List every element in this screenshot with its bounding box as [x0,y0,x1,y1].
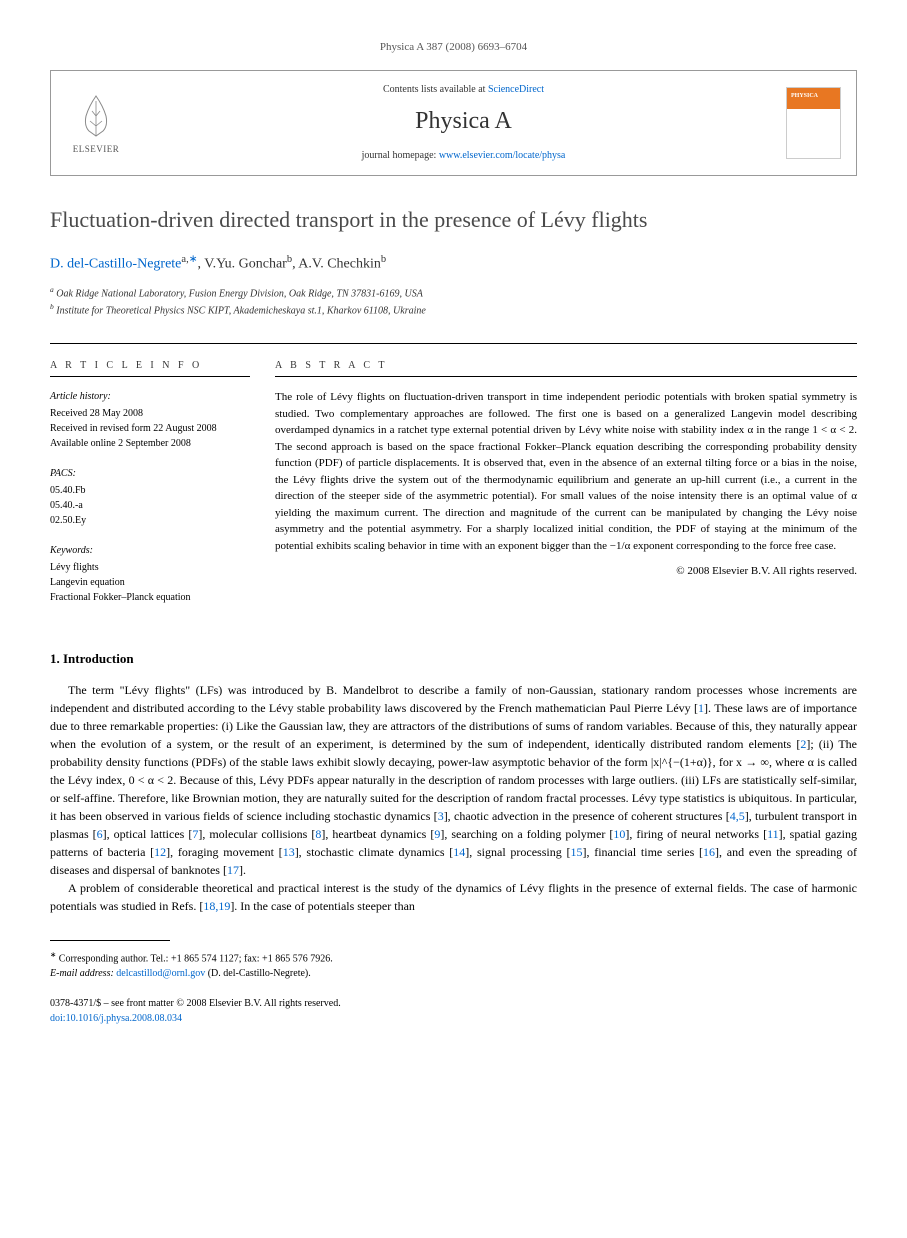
history-line-2: Available online 2 September 2008 [50,436,250,451]
abstract-column: A B S T R A C T The role of Lévy flights… [275,359,857,620]
corresponding-line: ∗ Corresponding author. Tel.: +1 865 574… [50,949,857,966]
elsevier-logo: ELSEVIER [66,88,126,158]
contents-prefix: Contents lists available at [383,84,488,95]
contents-line: Contents lists available at ScienceDirec… [141,83,786,97]
email-line: E-mail address: delcastillod@ornl.gov (D… [50,966,857,981]
abstract-text: The role of Lévy flights on fluctuation-… [275,389,857,554]
author-link-1[interactable]: D. del-Castillo-Negrete [50,256,181,271]
info-abstract-row: A R T I C L E I N F O Article history: R… [50,343,857,620]
corresponding-star[interactable]: ∗ [189,254,198,265]
pacs-2: 02.50.Ey [50,513,250,528]
affiliations: a Oak Ridge National Laboratory, Fusion … [50,284,857,319]
bottom-info: 0378-4371/$ – see front matter © 2008 El… [50,996,857,1026]
author-affil-b2: b [381,254,386,265]
ref-13[interactable]: 13 [283,845,295,859]
journal-cover-thumbnail [786,87,841,159]
ref-12[interactable]: 12 [154,845,166,859]
pacs-0: 05.40.Fb [50,483,250,498]
ref-16[interactable]: 16 [703,845,715,859]
abstract-copyright: © 2008 Elsevier B.V. All rights reserved… [275,564,857,579]
authors: D. del-Castillo-Negretea,∗, V.Yu. Goncha… [50,253,857,274]
article-title: Fluctuation-driven directed transport in… [50,206,857,235]
ref-15[interactable]: 15 [570,845,582,859]
history-line-0: Received 28 May 2008 [50,406,250,421]
keyword-0: Lévy flights [50,560,250,575]
author-2: , V.Yu. Gonchar [198,256,287,271]
pacs-block: PACS: 05.40.Fb 05.40.-a 02.50.Ey [50,466,250,528]
author-affil-a: a,∗ [181,254,197,265]
intro-para-2: A problem of considerable theoretical an… [50,879,857,915]
footnote-separator [50,940,170,941]
intro-para-1: The term "Lévy flights" (LFs) was introd… [50,681,857,879]
header-citation: Physica A 387 (2008) 6693–6704 [50,40,857,55]
article-history-block: Article history: Received 28 May 2008 Re… [50,389,250,451]
ref-4-5[interactable]: 4,5 [730,809,745,823]
journal-center: Contents lists available at ScienceDirec… [141,83,786,163]
email-link[interactable]: delcastillod@ornl.gov [116,968,205,979]
corresponding-footnote: ∗ Corresponding author. Tel.: +1 865 574… [50,949,857,981]
pacs-title: PACS: [50,466,250,481]
article-info-column: A R T I C L E I N F O Article history: R… [50,359,250,620]
keyword-2: Fractional Fokker–Planck equation [50,590,250,605]
ref-11[interactable]: 11 [767,827,779,841]
article-info-label: A R T I C L E I N F O [50,359,250,377]
abstract-label: A B S T R A C T [275,359,857,377]
journal-name: Physica A [141,105,786,139]
introduction-heading: 1. Introduction [50,650,857,668]
history-line-1: Received in revised form 22 August 2008 [50,421,250,436]
introduction-body: The term "Lévy flights" (LFs) was introd… [50,681,857,915]
sciencedirect-link[interactable]: ScienceDirect [488,84,544,95]
affiliation-b: b Institute for Theoretical Physics NSC … [50,301,857,318]
keywords-block: Keywords: Lévy flights Langevin equation… [50,543,250,605]
keyword-1: Langevin equation [50,575,250,590]
history-title: Article history: [50,389,250,404]
affiliation-a: a Oak Ridge National Laboratory, Fusion … [50,284,857,301]
elsevier-tree-icon [74,91,119,141]
journal-box: ELSEVIER Contents lists available at Sci… [50,70,857,176]
email-suffix: (D. del-Castillo-Negrete). [208,968,311,979]
author-3: , A.V. Chechkin [292,256,381,271]
keywords-title: Keywords: [50,543,250,558]
issn-line: 0378-4371/$ – see front matter © 2008 El… [50,996,857,1011]
pacs-1: 05.40.-a [50,498,250,513]
email-label: E-mail address: [50,968,114,979]
ref-14[interactable]: 14 [453,845,465,859]
doi-link[interactable]: doi:10.1016/j.physa.2008.08.034 [50,1013,182,1024]
doi-line: doi:10.1016/j.physa.2008.08.034 [50,1011,857,1026]
homepage-prefix: journal homepage: [362,150,439,161]
journal-homepage: journal homepage: www.elsevier.com/locat… [141,149,786,163]
ref-18-19[interactable]: 18,19 [203,899,230,913]
ref-10[interactable]: 10 [613,827,625,841]
publisher-name: ELSEVIER [73,143,120,156]
homepage-link[interactable]: www.elsevier.com/locate/physa [439,150,566,161]
ref-17[interactable]: 17 [227,863,239,877]
